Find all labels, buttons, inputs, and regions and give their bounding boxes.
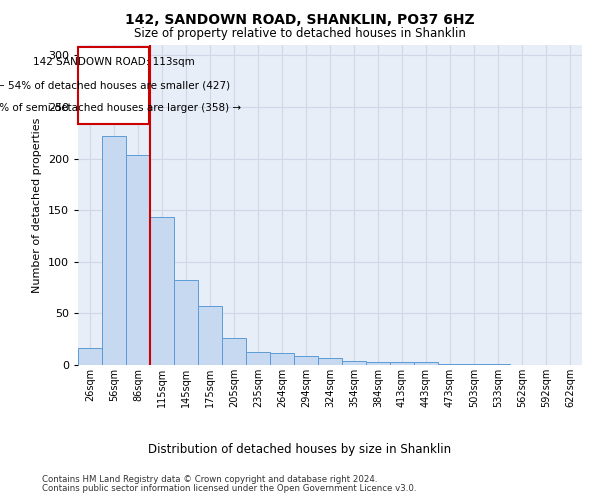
- Text: 46% of semi-detached houses are larger (358) →: 46% of semi-detached houses are larger (…: [0, 103, 241, 113]
- Text: 142 SANDOWN ROAD: 113sqm: 142 SANDOWN ROAD: 113sqm: [32, 58, 194, 68]
- Text: Contains public sector information licensed under the Open Government Licence v3: Contains public sector information licen…: [42, 484, 416, 493]
- Y-axis label: Number of detached properties: Number of detached properties: [32, 118, 42, 292]
- Bar: [174, 280, 198, 365]
- Bar: [294, 356, 318, 365]
- Bar: [414, 362, 438, 365]
- Bar: [102, 136, 126, 365]
- Bar: [366, 362, 390, 365]
- Text: ← 54% of detached houses are smaller (427): ← 54% of detached houses are smaller (42…: [0, 80, 230, 90]
- Bar: [270, 352, 294, 365]
- Bar: [462, 364, 486, 365]
- Text: Contains HM Land Registry data © Crown copyright and database right 2024.: Contains HM Land Registry data © Crown c…: [42, 475, 377, 484]
- Bar: [78, 47, 149, 124]
- Bar: [438, 364, 462, 365]
- Bar: [222, 338, 246, 365]
- Bar: [198, 306, 222, 365]
- Bar: [318, 358, 342, 365]
- Bar: [486, 364, 510, 365]
- Bar: [342, 361, 366, 365]
- Text: 142, SANDOWN ROAD, SHANKLIN, PO37 6HZ: 142, SANDOWN ROAD, SHANKLIN, PO37 6HZ: [125, 12, 475, 26]
- Bar: [246, 352, 270, 365]
- Bar: [390, 362, 414, 365]
- Text: Distribution of detached houses by size in Shanklin: Distribution of detached houses by size …: [148, 442, 452, 456]
- Bar: [126, 156, 150, 365]
- Text: Size of property relative to detached houses in Shanklin: Size of property relative to detached ho…: [134, 28, 466, 40]
- Bar: [78, 348, 102, 365]
- Bar: [150, 218, 174, 365]
